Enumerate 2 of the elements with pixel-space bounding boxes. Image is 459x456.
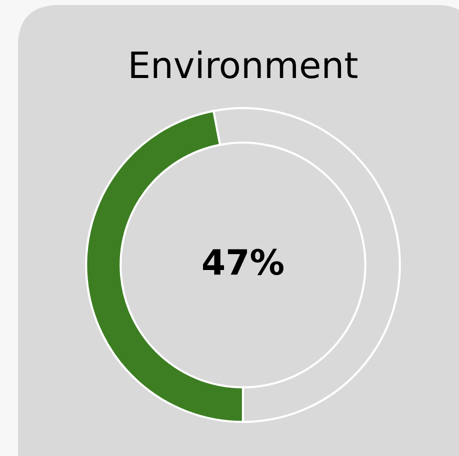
- chart-title: Environment: [131, 50, 358, 78]
- text: 47%: [203, 248, 284, 276]
